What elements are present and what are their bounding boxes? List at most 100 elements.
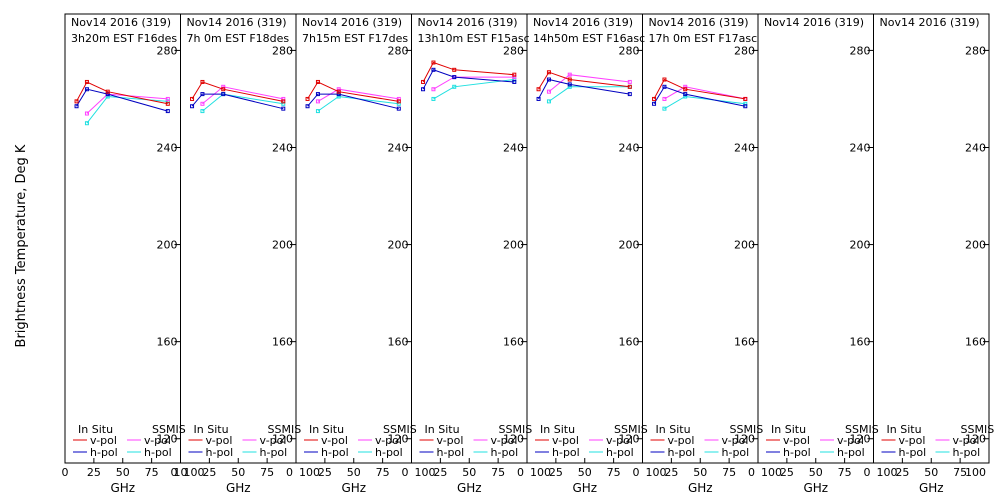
legend-ssmis-v-pol-label: v-pol bbox=[260, 434, 287, 447]
x-tick-label: 50 bbox=[231, 466, 245, 479]
y-tick-label: 160 bbox=[619, 336, 640, 349]
series-line-ssmis-h bbox=[433, 79, 515, 100]
data-point-insitu-h bbox=[683, 92, 688, 97]
data-point-insitu-v bbox=[105, 89, 110, 94]
y-tick-label: 160 bbox=[850, 336, 871, 349]
x-tick-label: 0 bbox=[864, 466, 871, 479]
x-axis-label: GHz bbox=[110, 481, 135, 495]
x-tick-label: 50 bbox=[924, 466, 938, 479]
x-axis-label: GHz bbox=[688, 481, 713, 495]
data-point-insitu-h bbox=[305, 104, 310, 109]
y-tick-label: 120 bbox=[388, 433, 409, 446]
data-point-insitu-v bbox=[315, 79, 320, 84]
y-tick-label: 240 bbox=[734, 141, 755, 154]
y-tick-label: 240 bbox=[965, 141, 986, 154]
y-tick-label: 160 bbox=[965, 336, 986, 349]
data-point-ssmis-h bbox=[431, 96, 436, 101]
data-point-insitu-v bbox=[512, 72, 517, 77]
panel-1: Nov14 2016 (319) 3h20m EST F16des 120 160 20… bbox=[62, 13, 188, 495]
y-tick-label: 240 bbox=[850, 141, 871, 154]
x-tick-label: 0 bbox=[748, 466, 755, 479]
x-axis-label: GHz bbox=[572, 481, 597, 495]
legend-ssmis-h-pol-label: h-pol bbox=[375, 446, 403, 459]
data-point-insitu-v bbox=[567, 77, 572, 82]
y-tick-label: 280 bbox=[388, 44, 409, 57]
series-line-insitu-v bbox=[422, 61, 515, 83]
data-point-insitu-v bbox=[452, 67, 457, 72]
panel-title: Nov14 2016 (319) bbox=[880, 16, 980, 29]
data-point-insitu-h bbox=[431, 67, 436, 72]
legend-ssmis-v-pol-label: v-pol bbox=[606, 434, 633, 447]
series-line-insitu-v bbox=[307, 81, 399, 102]
x-tick-label: 100 bbox=[761, 466, 782, 479]
data-point-ssmis-v bbox=[431, 87, 436, 92]
data-point-insitu-h bbox=[84, 87, 89, 92]
data-point-insitu-h bbox=[662, 84, 667, 89]
data-point-insitu-v bbox=[281, 99, 286, 104]
data-point-ssmis-v bbox=[84, 111, 89, 116]
data-point-insitu-v bbox=[200, 79, 205, 84]
x-tick-label: 75 bbox=[838, 466, 852, 479]
x-tick-label: 75 bbox=[607, 466, 621, 479]
data-point-insitu-v bbox=[84, 79, 89, 84]
y-tick-label: 240 bbox=[157, 141, 178, 154]
data-point-insitu-v bbox=[336, 89, 341, 94]
y-tick-label: 240 bbox=[503, 141, 524, 154]
legend-insitu-v-pol-label: v-pol bbox=[668, 434, 695, 447]
y-tick-label: 280 bbox=[965, 44, 986, 57]
data-point-insitu-h bbox=[627, 92, 632, 97]
y-tick-label: 240 bbox=[272, 141, 293, 154]
data-point-insitu-v bbox=[190, 96, 195, 101]
y-tick-label: 200 bbox=[850, 239, 871, 252]
y-axis-label: Brightness Temperature, Deg K bbox=[14, 144, 29, 347]
x-tick-label: 75 bbox=[145, 466, 159, 479]
legend-ssmis-h-pol-label: h-pol bbox=[837, 446, 865, 459]
panel-title: Nov14 2016 (319) bbox=[302, 16, 402, 29]
x-tick-label: 50 bbox=[809, 466, 823, 479]
x-tick-label: 100 bbox=[877, 466, 898, 479]
legend-ssmis-h-pol-label: h-pol bbox=[260, 446, 288, 459]
y-tick-label: 160 bbox=[388, 336, 409, 349]
data-point-ssmis-h bbox=[546, 99, 551, 104]
x-tick-label: 75 bbox=[953, 466, 967, 479]
series-line-insitu-h bbox=[76, 88, 168, 112]
x-tick-label: 0 bbox=[171, 466, 178, 479]
series-line-ssmis-v bbox=[317, 88, 399, 102]
legend-insitu-h-pol-label: h-pol bbox=[899, 446, 927, 459]
panel-subtitle: 14h50m EST F16asc bbox=[533, 32, 645, 45]
y-tick-label: 120 bbox=[734, 433, 755, 446]
panel-subtitle: 17h 0m EST F17asc bbox=[649, 32, 758, 45]
data-point-insitu-h bbox=[652, 101, 657, 106]
data-point-insitu-h bbox=[165, 109, 170, 114]
series-line-insitu-h bbox=[538, 78, 630, 100]
data-point-ssmis-v bbox=[627, 79, 632, 84]
data-point-insitu-v bbox=[305, 96, 310, 101]
data-point-ssmis-h bbox=[315, 109, 320, 114]
data-point-insitu-v bbox=[546, 70, 551, 75]
y-tick-label: 120 bbox=[503, 433, 524, 446]
legend-ssmis-h-pol-label: h-pol bbox=[953, 446, 981, 459]
panel-subtitle: 7h15m EST F17des bbox=[302, 32, 408, 45]
y-tick-label: 120 bbox=[850, 433, 871, 446]
series-line-insitu-h bbox=[191, 93, 284, 110]
series-line-insitu-v bbox=[538, 71, 630, 90]
legend-insitu-v-pol-label: v-pol bbox=[899, 434, 926, 447]
x-tick-label: 25 bbox=[664, 466, 678, 479]
y-tick-label: 200 bbox=[157, 239, 178, 252]
legend-in-situ-label: In Situ bbox=[425, 423, 460, 436]
legend-insitu-v-pol-label: v-pol bbox=[90, 434, 117, 447]
data-point-insitu-v bbox=[421, 79, 426, 84]
legend-insitu-h-pol-label: h-pol bbox=[783, 446, 811, 459]
y-tick-label: 200 bbox=[388, 239, 409, 252]
data-point-insitu-h bbox=[315, 92, 320, 97]
series-line-insitu-v bbox=[653, 78, 746, 100]
legend-insitu-h-pol-label: h-pol bbox=[206, 446, 234, 459]
legend-insitu-h-pol-label: h-pol bbox=[437, 446, 465, 459]
legend-ssmis-label: SSMIS bbox=[614, 423, 648, 436]
x-tick-label: 75 bbox=[722, 466, 736, 479]
panel-title: Nov14 2016 (319) bbox=[418, 16, 518, 29]
data-point-ssmis-h bbox=[512, 77, 517, 82]
x-tick-label: 50 bbox=[693, 466, 707, 479]
y-tick-label: 280 bbox=[157, 44, 178, 57]
